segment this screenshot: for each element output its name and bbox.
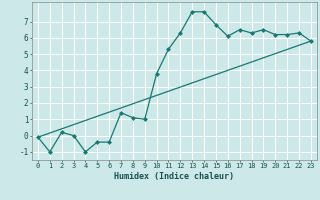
X-axis label: Humidex (Indice chaleur): Humidex (Indice chaleur) xyxy=(115,172,234,181)
